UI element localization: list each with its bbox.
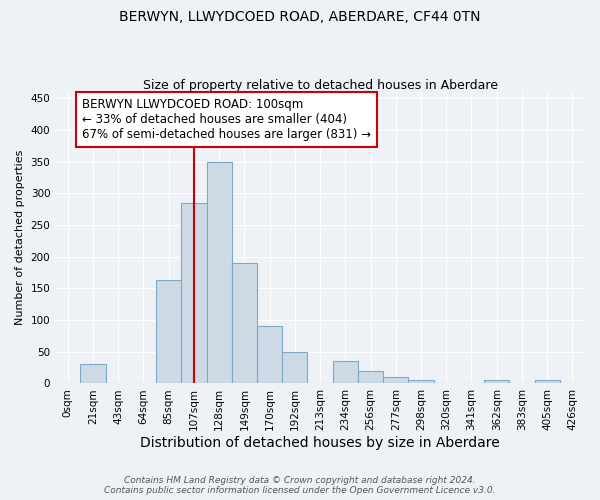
Text: BERWYN LLWYDCOED ROAD: 100sqm
← 33% of detached houses are smaller (404)
67% of : BERWYN LLWYDCOED ROAD: 100sqm ← 33% of d… — [82, 98, 371, 142]
Bar — [80, 364, 106, 384]
Bar — [181, 203, 206, 384]
Bar — [484, 380, 509, 384]
X-axis label: Distribution of detached houses by size in Aberdare: Distribution of detached houses by size … — [140, 436, 500, 450]
Bar — [535, 380, 560, 384]
Bar — [156, 280, 181, 384]
Title: Size of property relative to detached houses in Aberdare: Size of property relative to detached ho… — [143, 79, 497, 92]
Y-axis label: Number of detached properties: Number of detached properties — [15, 150, 25, 326]
Bar — [332, 362, 358, 384]
Bar — [282, 352, 307, 384]
Text: BERWYN, LLWYDCOED ROAD, ABERDARE, CF44 0TN: BERWYN, LLWYDCOED ROAD, ABERDARE, CF44 0… — [119, 10, 481, 24]
Text: Contains HM Land Registry data © Crown copyright and database right 2024.
Contai: Contains HM Land Registry data © Crown c… — [104, 476, 496, 495]
Bar — [232, 263, 257, 384]
Bar — [257, 326, 282, 384]
Bar — [358, 371, 383, 384]
Bar — [383, 377, 409, 384]
Bar — [206, 162, 232, 384]
Bar — [409, 380, 434, 384]
